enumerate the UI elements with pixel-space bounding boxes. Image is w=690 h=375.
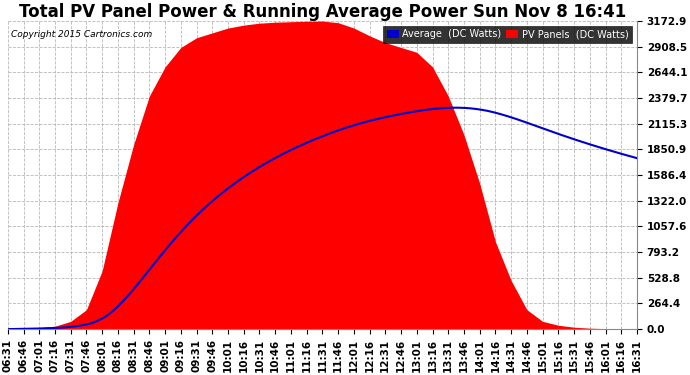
Text: Copyright 2015 Cartronics.com: Copyright 2015 Cartronics.com <box>11 30 152 39</box>
Legend: Average  (DC Watts), PV Panels  (DC Watts): Average (DC Watts), PV Panels (DC Watts) <box>384 26 632 43</box>
Title: Total PV Panel Power & Running Average Power Sun Nov 8 16:41: Total PV Panel Power & Running Average P… <box>19 3 626 21</box>
